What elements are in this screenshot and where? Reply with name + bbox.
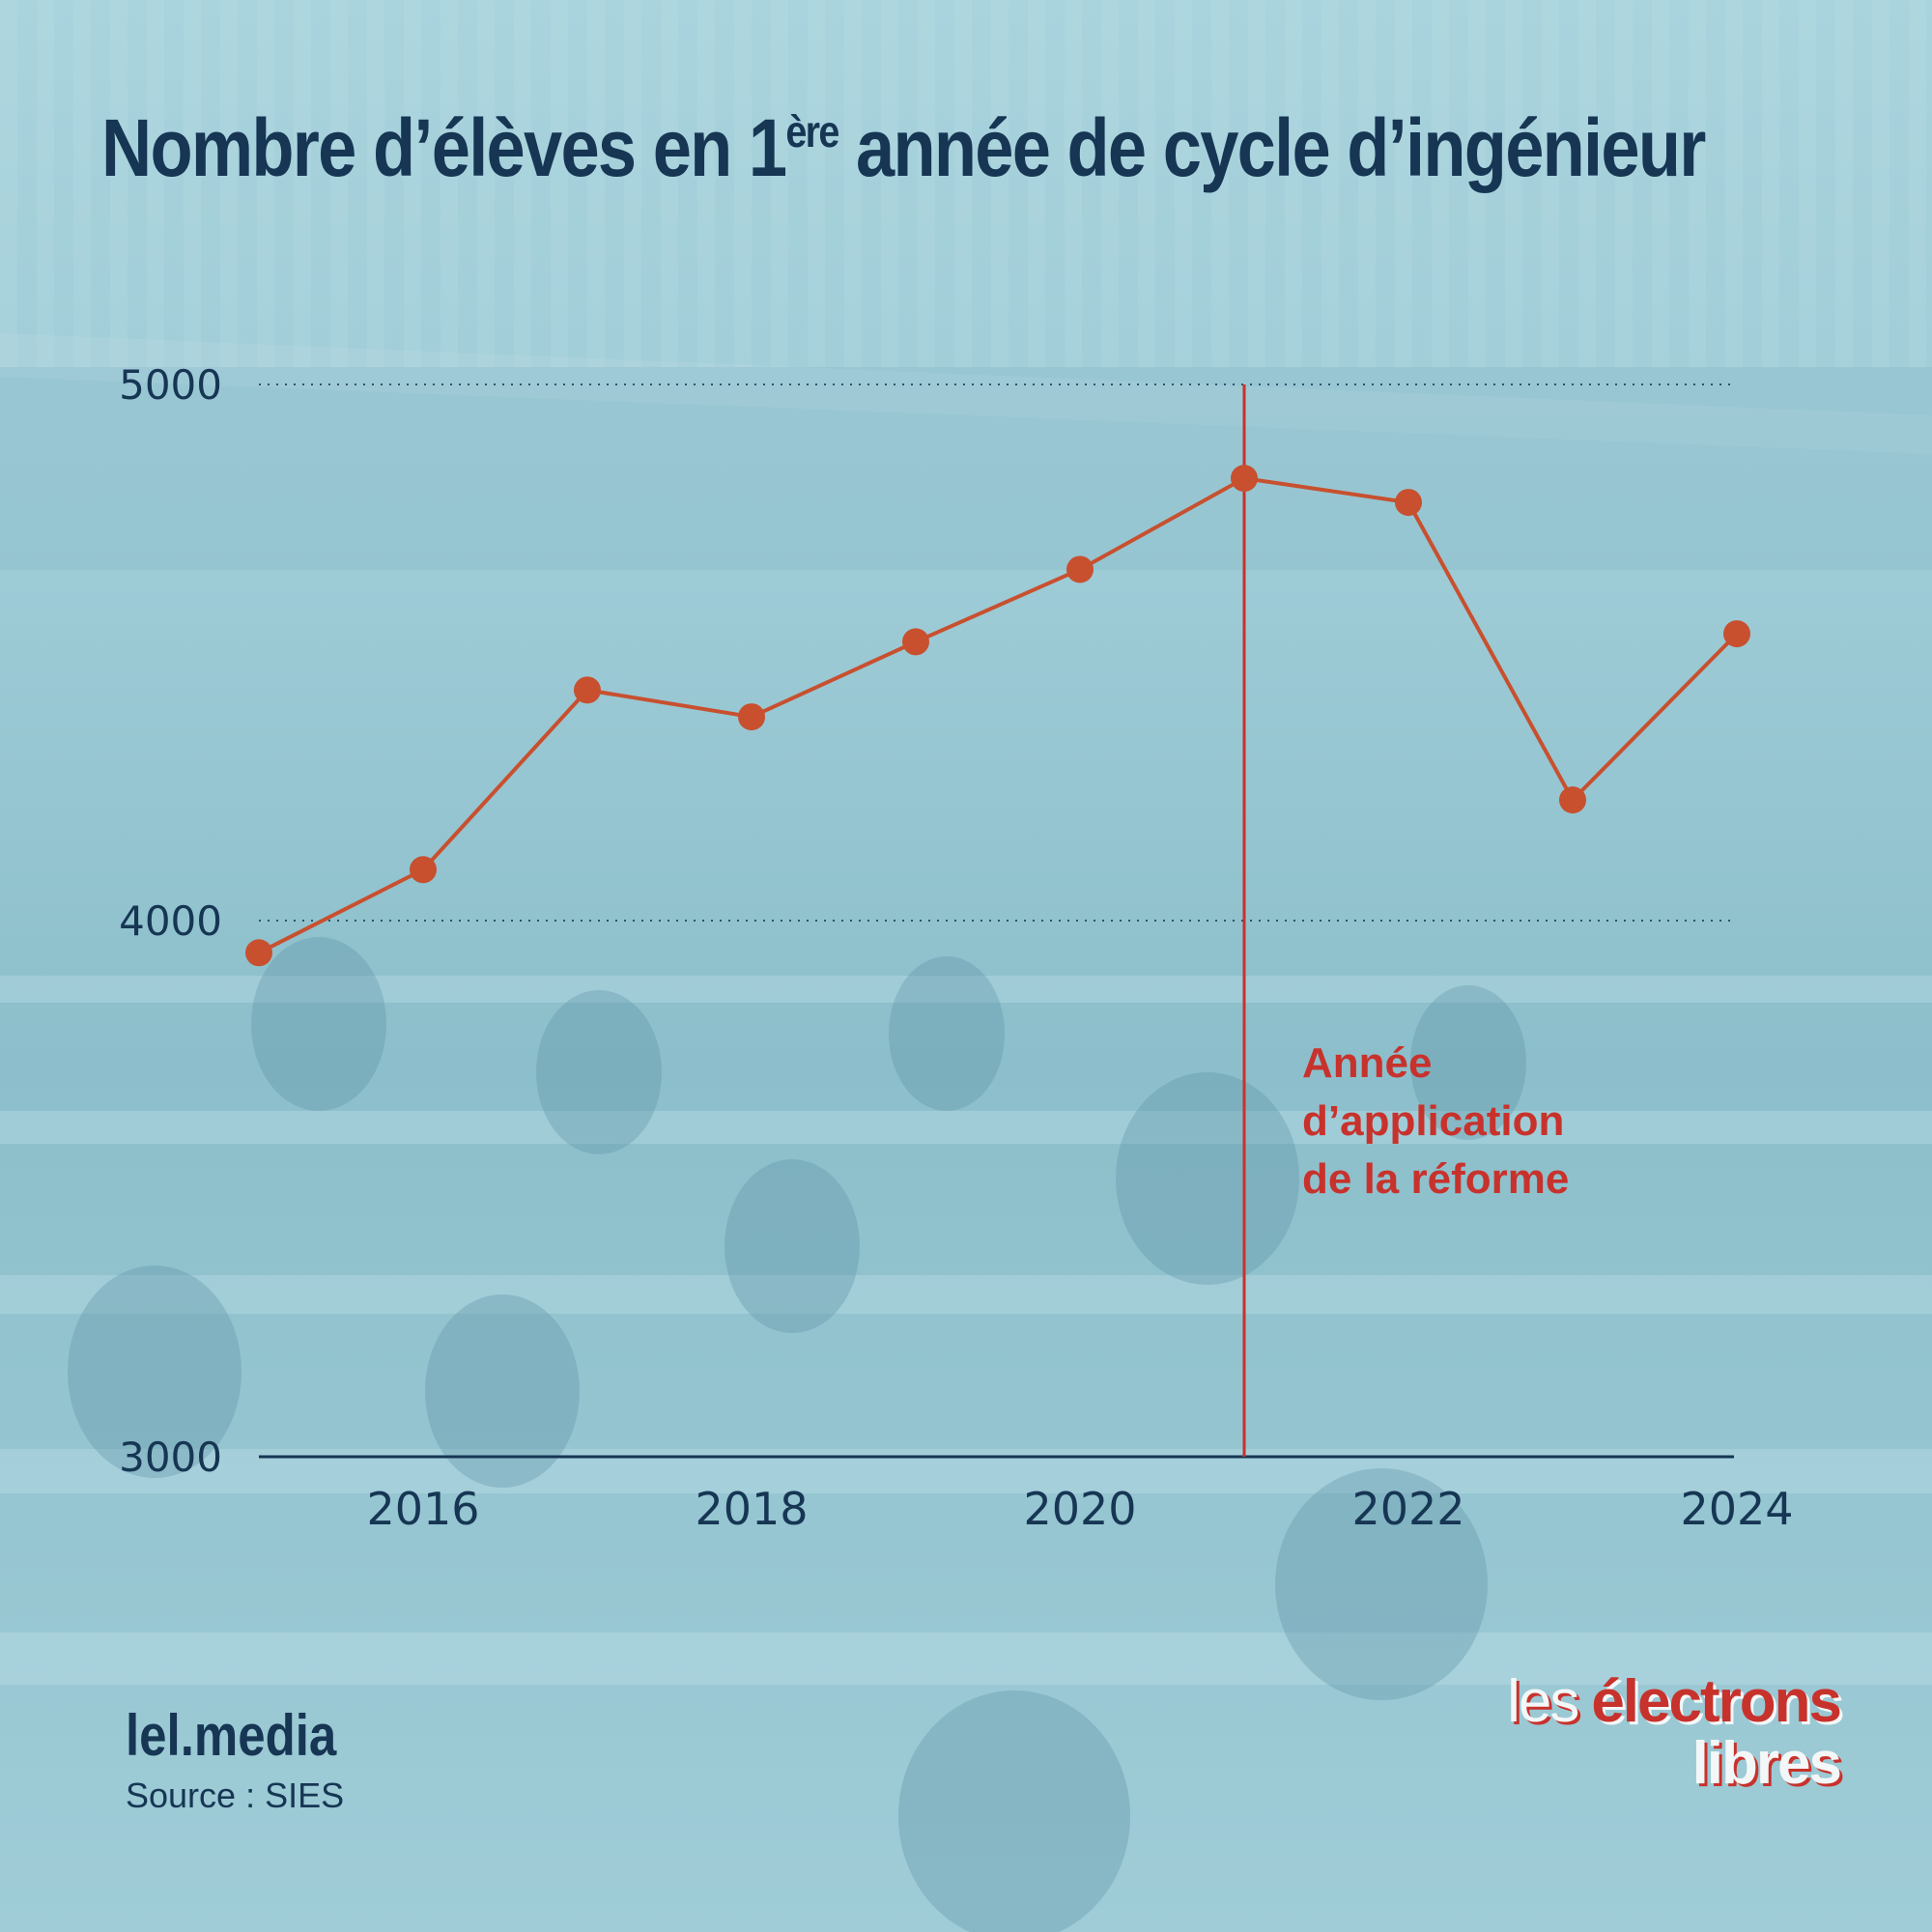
x-tick-label: 2016 <box>366 1483 479 1535</box>
logo-word-libres: libres <box>1691 1730 1842 1797</box>
x-tick-label: 2024 <box>1680 1483 1793 1535</box>
chart-title: Nombre d’élèves en 1ère année de cycle d… <box>101 102 1706 193</box>
reform-annotation-line: d’application <box>1302 1097 1564 1145</box>
y-tick-label: 5000 <box>119 361 222 409</box>
brand-name: lel.media <box>126 1703 337 1768</box>
series-line <box>258 476 1739 955</box>
data-point <box>1395 489 1422 517</box>
y-tick-label: 3000 <box>119 1434 222 1481</box>
data-point <box>738 703 765 731</box>
x-tick-label: 2022 <box>1351 1483 1464 1535</box>
reform-annotation-line: de la réforme <box>1302 1155 1569 1203</box>
publisher-logo: les électrons libres <box>1507 1668 1842 1797</box>
data-point <box>245 939 272 967</box>
x-tick-label: 2018 <box>695 1483 808 1535</box>
y-tick-label: 4000 <box>119 897 222 945</box>
series-layer <box>245 465 1750 967</box>
data-point <box>902 628 929 656</box>
data-point <box>410 856 437 884</box>
logo-word-les: les <box>1507 1668 1579 1735</box>
data-point <box>1723 620 1750 648</box>
logo-word-electrons: électrons <box>1591 1668 1842 1735</box>
data-point <box>1066 555 1094 583</box>
data-point <box>1559 786 1586 814</box>
data-point <box>574 676 601 704</box>
reform-annotation-line: Année <box>1302 1039 1432 1087</box>
source-note: Source : SIES <box>126 1776 345 1815</box>
data-point <box>1231 465 1258 493</box>
x-tick-label: 2020 <box>1023 1483 1136 1535</box>
